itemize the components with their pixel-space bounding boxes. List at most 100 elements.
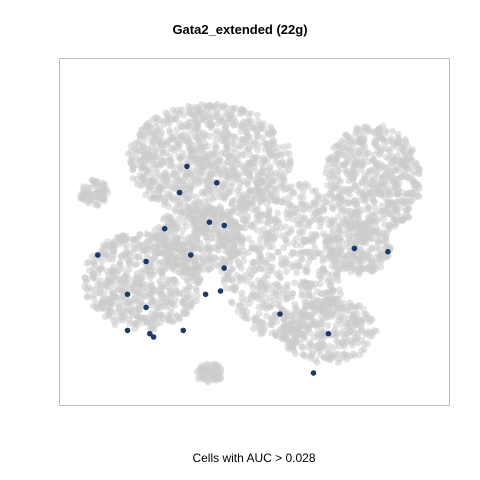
background-cell-point — [303, 236, 310, 244]
background-cell-point — [199, 165, 207, 172]
background-cell-point — [238, 289, 246, 297]
background-cell-point — [237, 197, 244, 204]
background-cell-point — [328, 251, 335, 258]
background-cell-point — [246, 151, 254, 159]
background-cell-point — [310, 253, 318, 261]
background-cell-point — [240, 169, 248, 177]
background-cell-point — [309, 300, 317, 307]
highlighted-cell-point — [188, 252, 194, 258]
background-cell-point — [242, 140, 250, 148]
background-cell-point — [246, 273, 254, 281]
background-cell-point — [192, 284, 200, 292]
background-cell-point — [277, 150, 285, 158]
background-cell-point — [93, 304, 101, 312]
background-cell-point — [337, 260, 345, 268]
background-cell-point — [382, 127, 390, 134]
background-cell-point — [182, 121, 190, 128]
background-cell-point — [335, 250, 343, 258]
background-cell-point — [304, 220, 312, 228]
background-cell-point — [201, 114, 209, 121]
background-cell-point — [242, 192, 249, 200]
background-cell-point — [324, 155, 332, 163]
background-cell-point — [225, 235, 233, 243]
background-cell-point — [240, 257, 247, 265]
highlighted-cell-point — [180, 327, 187, 334]
background-cell-point — [256, 264, 264, 272]
background-cell-point — [107, 267, 115, 275]
background-cell-point — [259, 225, 267, 233]
background-cell-point — [249, 244, 256, 252]
background-cell-point — [281, 223, 289, 231]
highlighted-cell-point — [202, 291, 209, 298]
background-cell-point — [148, 287, 155, 295]
background-cell-point — [356, 233, 364, 241]
background-cell-point — [206, 132, 214, 140]
background-cell-point — [196, 139, 204, 147]
background-cell-point — [351, 151, 359, 159]
background-cell-point — [249, 200, 257, 208]
background-cell-point — [232, 204, 239, 212]
background-cell-point — [146, 123, 154, 131]
background-cell-point — [269, 152, 277, 160]
background-cell-point — [238, 120, 246, 128]
background-cell-point — [83, 260, 91, 267]
background-cell-point — [277, 273, 284, 281]
background-cell-point — [207, 177, 215, 184]
background-cell-point — [340, 314, 348, 322]
background-cell-point — [223, 173, 231, 181]
background-cell-point — [347, 134, 354, 142]
background-cell-point — [288, 310, 296, 318]
background-cell-point — [282, 149, 290, 157]
background-cell-point — [162, 141, 170, 149]
background-cell-point — [255, 155, 262, 163]
background-cell-point — [149, 296, 157, 303]
background-cell-point — [370, 327, 378, 335]
background-cell-point — [300, 205, 307, 213]
background-cell-point — [207, 120, 215, 128]
background-cell-point — [334, 213, 342, 221]
background-cell-point — [163, 246, 171, 254]
background-cell-point — [193, 279, 201, 286]
background-cell-point — [221, 151, 229, 158]
background-cell-point — [412, 182, 420, 189]
background-cell-point — [283, 268, 290, 276]
background-cell-point — [225, 189, 233, 197]
background-cell-point — [291, 262, 298, 270]
background-cell-point — [331, 157, 339, 165]
background-cell-point — [188, 147, 196, 155]
background-cell-point — [326, 171, 333, 179]
background-cell-point — [132, 253, 140, 261]
background-cell-point — [165, 311, 173, 318]
background-cell-point — [309, 212, 317, 219]
background-cell-point — [325, 302, 333, 310]
background-cell-point — [244, 111, 252, 118]
background-cell-point — [204, 266, 212, 274]
highlighted-cell-point — [95, 252, 101, 258]
background-cell-point — [183, 276, 191, 284]
background-cell-point — [414, 164, 422, 172]
background-cell-point — [357, 327, 365, 334]
background-cell-point — [162, 169, 170, 176]
background-cell-point — [277, 286, 285, 294]
background-cell-point — [167, 161, 175, 169]
background-cell-point — [336, 227, 344, 235]
background-cell-point — [285, 142, 292, 150]
background-cell-point — [303, 314, 311, 321]
background-cell-point — [256, 245, 264, 253]
background-cell-point — [229, 120, 237, 128]
background-cell-point — [175, 290, 182, 297]
background-cell-point — [355, 258, 363, 266]
background-cell-point — [285, 337, 293, 345]
background-cell-point — [235, 231, 242, 239]
background-cell-point — [370, 198, 378, 206]
background-cell-point — [91, 261, 99, 269]
x-axis-label: Cells with AUC > 0.028 — [192, 451, 316, 465]
background-cell-point — [167, 184, 175, 192]
plot-frame — [59, 58, 450, 406]
background-cell-point — [371, 204, 379, 211]
background-cell-point — [309, 187, 317, 195]
background-cell-point — [114, 267, 122, 275]
background-cell-point — [208, 370, 216, 378]
background-cell-point — [97, 277, 105, 284]
background-cell-point — [278, 232, 285, 240]
